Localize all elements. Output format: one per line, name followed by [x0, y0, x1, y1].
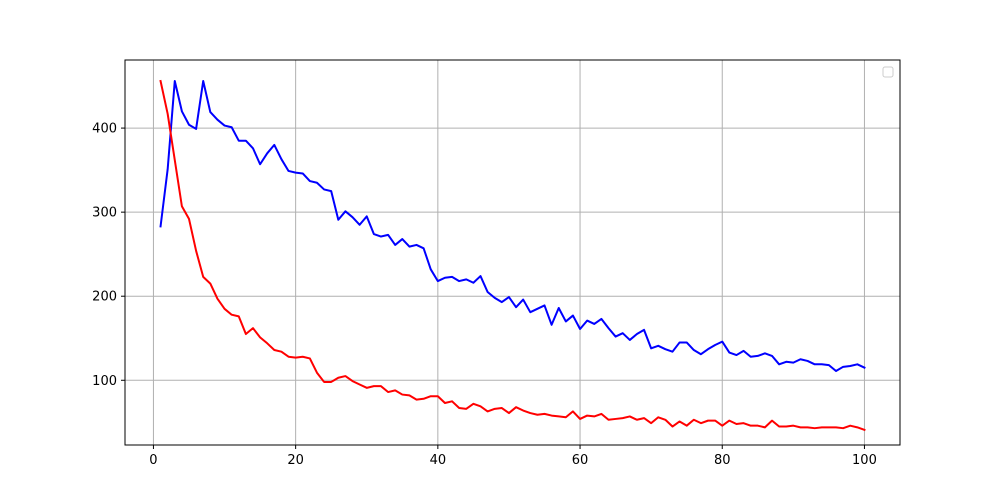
y-tick-label: 400: [92, 122, 117, 137]
axis-ticks: 0 20 40 60 80 100 100 200 300 400: [92, 122, 877, 468]
x-tick-label: 80: [714, 453, 731, 468]
y-tick-label: 100: [92, 374, 117, 389]
series-line-2: [159, 79, 866, 432]
x-tick-label: 40: [430, 453, 447, 468]
legend-box: [882, 66, 894, 78]
y-tick-label: 200: [92, 290, 117, 305]
x-tick-label: 0: [149, 453, 157, 468]
plot-area: [125, 60, 900, 445]
y-tick-label: 300: [92, 206, 117, 221]
x-tick-label: 20: [287, 453, 304, 468]
series-line-1: [159, 80, 866, 373]
grid-lines: [125, 60, 900, 445]
series-layer: [159, 79, 866, 432]
x-tick-label: 60: [572, 453, 589, 468]
legend: [882, 66, 894, 78]
plot-frame: [124, 59, 901, 446]
x-tick-label: 100: [852, 453, 877, 468]
